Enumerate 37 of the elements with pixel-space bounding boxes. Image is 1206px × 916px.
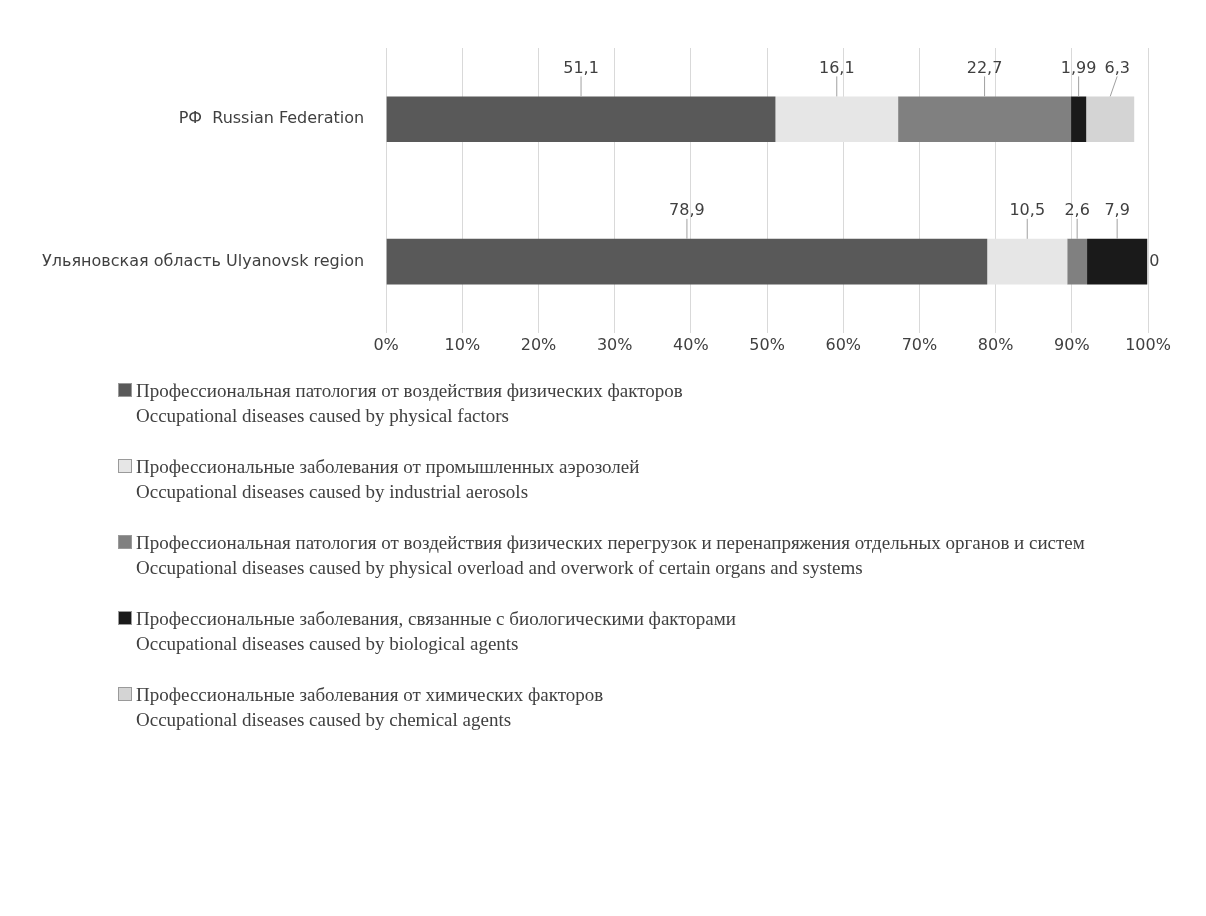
bar [1086,96,1135,142]
data-label: 1,99 [1060,57,1097,77]
bar [1087,238,1148,285]
y-tick-label: РФ Russian Federation [178,108,365,128]
legend-label: Профессиональные заболевания от промышленных аэрозолей Occupational diseases caused by industrial aerosols [136,455,640,504]
y-tick-label: Ульяновская область Ulyanovsk region [42,250,365,270]
x-tick-label: 20% [520,334,557,354]
data-label: 7,9 [1104,199,1130,219]
bar [386,96,776,142]
legend-label: Профессиональная патология от воздействия физических перегрузок и перенапряжения отдельных органов и систем Occupational diseases caused by physical overload and overwork of certain organs and systems [136,531,1086,580]
data-label: 16,1 [818,57,855,77]
data-label: 2,6 [1064,199,1090,219]
data-label: 10,5 [1009,199,1046,219]
bar [386,238,988,285]
x-tick-label: 0% [373,334,399,354]
data-label: 6,3 [1104,57,1130,77]
bar [1067,238,1088,285]
legend-label: Профессиональная патология от воздействия физических факторов Occupational diseases caused by physical factors [136,379,683,428]
x-tick-label: 90% [1054,334,1090,354]
x-tick-label: 70% [901,334,938,354]
data-label: 0 [1149,250,1160,270]
x-tick-label: 80% [977,334,1014,354]
bar [1071,96,1087,142]
bar [987,238,1068,285]
data-label: 51,1 [563,57,599,77]
x-tick-label: 50% [749,334,785,354]
x-tick-label: 60% [825,334,862,354]
x-tick-label: 100% [1125,334,1171,354]
x-tick-label: 30% [596,334,633,354]
x-tick-label: 40% [673,334,709,354]
legend-label: Профессиональные заболевания от химических факторов Occupational diseases caused by chemical agents [136,683,604,732]
data-label: 78,9 [669,199,705,219]
legend-label: Профессиональные заболевания, связанные с биологическими факторами Occupational diseases caused by biological agents [136,607,736,656]
x-tick-label: 10% [444,334,481,354]
bar [775,96,899,142]
data-label: 22,7 [966,57,1003,77]
bar [898,96,1072,142]
